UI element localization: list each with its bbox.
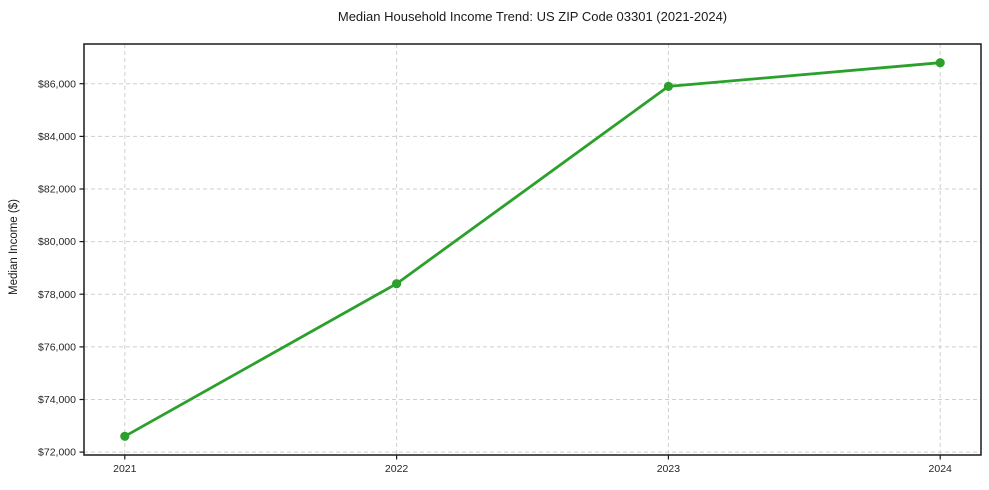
data-point-marker [120, 431, 130, 441]
y-tick-label: $76,000 [38, 342, 76, 354]
data-point-marker [935, 58, 945, 68]
y-tick-label: $78,000 [38, 289, 76, 301]
y-tick-label: $82,000 [38, 184, 76, 196]
x-tick-label: 2024 [929, 463, 953, 475]
x-tick-label: 2022 [385, 463, 409, 475]
plot-frame [83, 43, 982, 456]
data-point-marker [663, 81, 674, 91]
y-tick-label: $86,000 [38, 78, 76, 90]
income-trend-line [123, 61, 942, 438]
chart-title: Median Household Income Trend: US ZIP Co… [337, 9, 728, 24]
x-tick-label: 2023 [657, 463, 681, 475]
x-tick-label: 2021 [113, 463, 137, 475]
y-tick-label: $72,000 [38, 447, 76, 459]
y-tick-label: $80,000 [38, 236, 76, 248]
y-tick-label: $74,000 [38, 394, 76, 406]
data-point-marker [392, 279, 402, 289]
y-axis-label: Median Income ($) [8, 199, 20, 295]
y-tick-label: $84,000 [38, 131, 76, 143]
